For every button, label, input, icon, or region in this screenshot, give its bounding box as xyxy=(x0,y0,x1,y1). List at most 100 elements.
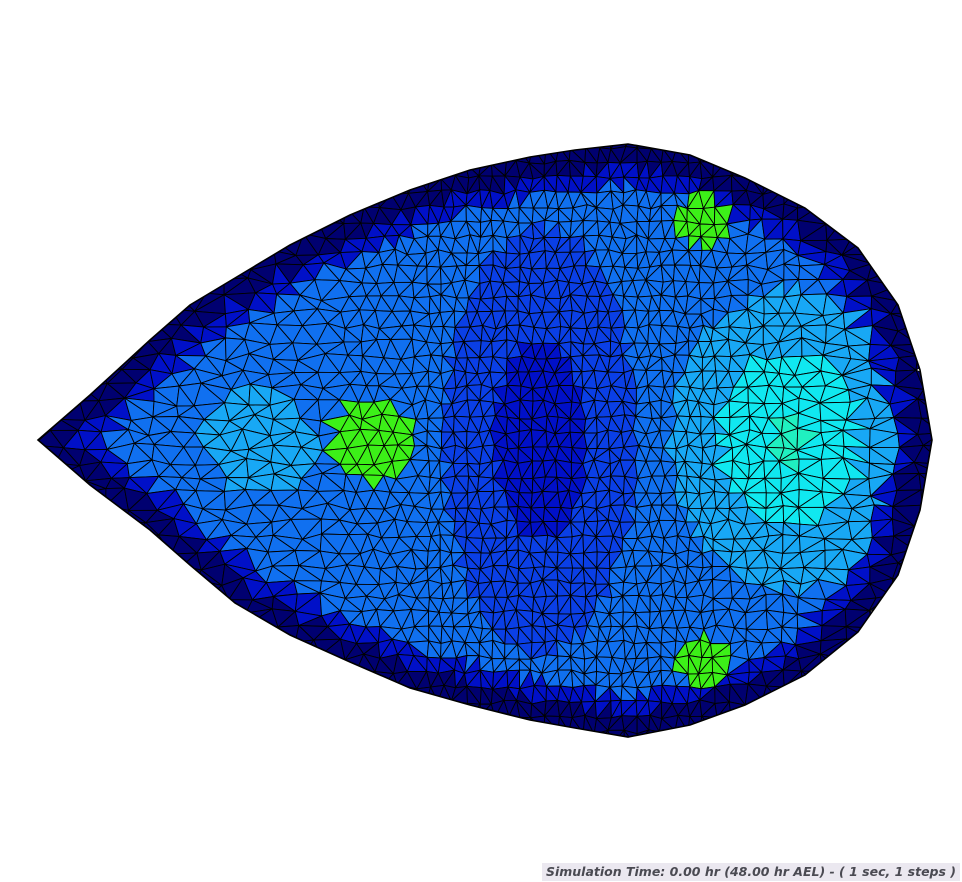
mesh-element xyxy=(206,266,228,281)
mesh-element xyxy=(674,729,689,737)
mesh-element xyxy=(917,340,932,357)
simulation-time-label: Simulation Time: 0.00 hr (48.00 hr AEL) … xyxy=(541,863,960,881)
mesh-element xyxy=(439,699,455,719)
mesh-element xyxy=(745,163,766,179)
mesh-element xyxy=(170,293,197,312)
mesh-element xyxy=(128,534,160,555)
mesh-element xyxy=(56,384,84,402)
mesh-element xyxy=(177,282,208,295)
mesh-element xyxy=(508,715,521,733)
mesh-element xyxy=(344,194,365,208)
mesh-element xyxy=(38,444,65,464)
mesh-triangles xyxy=(38,144,932,737)
mesh-element xyxy=(871,249,892,265)
mesh-element xyxy=(230,612,252,629)
mesh-element xyxy=(820,204,844,225)
mesh-element xyxy=(841,219,870,240)
mesh-element xyxy=(648,144,661,151)
mesh-element xyxy=(913,518,932,536)
mesh-element xyxy=(659,144,677,151)
mesh-element xyxy=(491,144,507,166)
mesh-element xyxy=(343,669,358,686)
mesh-element xyxy=(703,145,717,163)
mesh-element xyxy=(650,144,664,150)
mesh-element xyxy=(78,488,107,507)
mesh-element xyxy=(274,218,305,242)
mesh-element xyxy=(582,732,595,737)
mesh-element xyxy=(149,308,173,325)
mesh-element xyxy=(687,729,701,737)
mesh-element xyxy=(557,730,570,737)
mesh-element xyxy=(688,144,701,164)
mesh-element xyxy=(109,342,134,359)
mesh-element xyxy=(845,638,872,661)
mesh-element xyxy=(622,729,638,737)
mesh-element xyxy=(584,144,601,149)
mesh-element xyxy=(505,144,517,163)
mesh-element xyxy=(922,383,932,406)
mesh-element xyxy=(478,147,493,165)
mesh-element xyxy=(504,145,519,162)
mesh-element xyxy=(363,189,381,209)
mesh-element xyxy=(799,670,823,687)
mesh-element xyxy=(203,599,230,615)
mesh-element xyxy=(38,403,61,420)
mesh-element xyxy=(662,144,678,150)
mesh-element xyxy=(761,699,781,716)
mesh-element xyxy=(318,203,347,225)
mesh-element xyxy=(820,653,850,675)
mesh-element xyxy=(531,144,547,150)
mesh-element xyxy=(569,144,587,150)
mesh-element xyxy=(779,686,796,705)
mesh-element xyxy=(713,145,729,162)
mesh-element xyxy=(490,144,507,165)
mesh-element xyxy=(478,144,493,166)
mesh-element xyxy=(922,432,932,448)
mesh-element xyxy=(554,144,572,150)
mesh-element xyxy=(779,175,798,192)
mesh-element xyxy=(425,700,439,719)
mesh-element xyxy=(479,714,496,733)
mesh-element xyxy=(381,175,397,196)
mesh-element xyxy=(569,144,587,151)
mesh-element xyxy=(416,686,432,706)
mesh-element xyxy=(783,686,804,705)
mesh-element xyxy=(126,521,148,537)
mesh-element xyxy=(661,729,676,737)
mesh-element xyxy=(584,144,597,149)
mesh-element xyxy=(290,218,320,235)
mesh-element xyxy=(568,731,585,737)
mesh-element xyxy=(407,174,429,194)
mesh-element xyxy=(415,159,431,177)
mesh-element xyxy=(195,268,226,284)
mesh-element xyxy=(675,144,690,150)
mesh-element xyxy=(529,715,546,732)
mesh-element xyxy=(505,714,520,734)
mesh-element xyxy=(650,730,663,737)
mesh-element xyxy=(376,178,393,196)
mesh-element xyxy=(249,240,277,252)
mesh-element xyxy=(658,729,677,737)
mesh-element xyxy=(463,147,482,165)
mesh-element xyxy=(892,577,920,599)
mesh-element xyxy=(796,189,826,207)
mesh-element xyxy=(226,248,252,271)
mesh-element xyxy=(125,323,150,344)
mesh-element xyxy=(595,144,610,149)
mesh-element xyxy=(922,444,932,466)
mesh-element xyxy=(78,492,106,508)
mesh-element xyxy=(437,700,453,719)
mesh-element xyxy=(916,432,932,447)
mesh-element xyxy=(428,159,442,180)
mesh-element xyxy=(545,144,560,150)
mesh-element xyxy=(543,729,559,737)
mesh-element xyxy=(494,715,510,735)
mesh-element xyxy=(730,713,747,733)
mesh-element xyxy=(634,728,651,737)
mesh-element xyxy=(713,717,733,732)
mesh-element xyxy=(610,729,626,737)
mesh-element xyxy=(553,144,572,150)
mesh-element xyxy=(583,733,598,737)
